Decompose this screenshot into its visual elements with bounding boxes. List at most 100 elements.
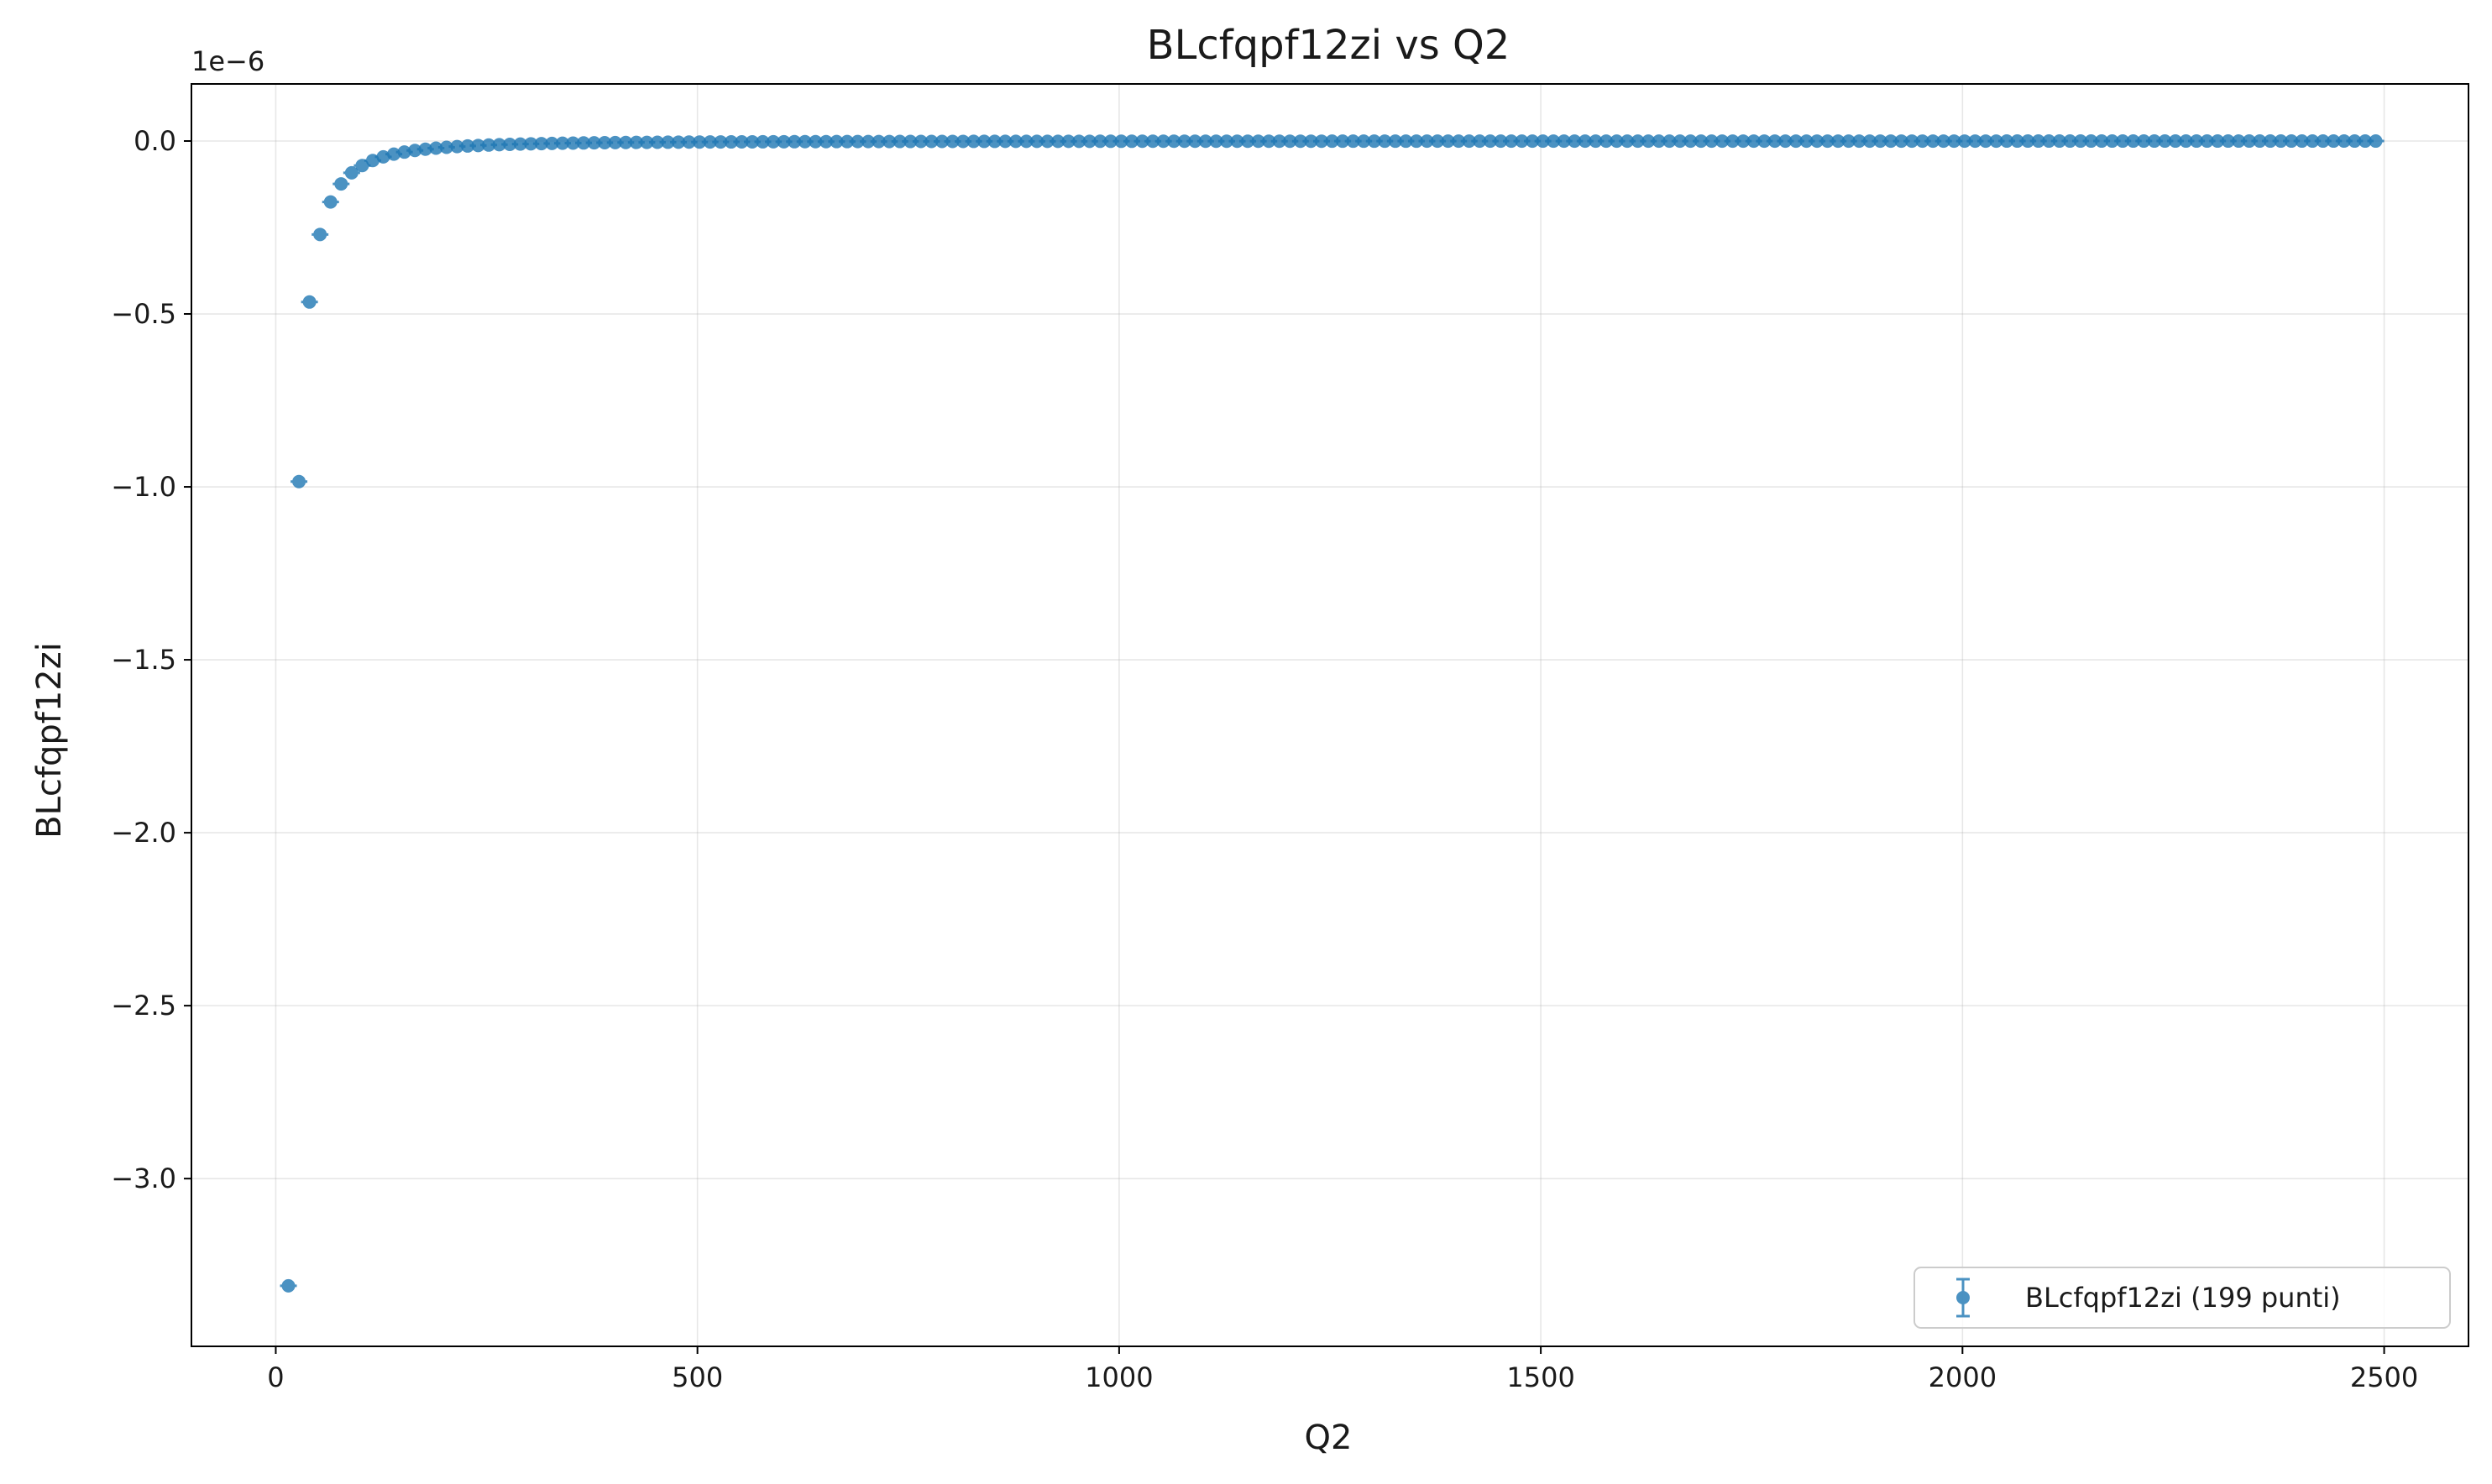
- point-marker: [1441, 134, 1455, 149]
- point-marker: [1873, 134, 1887, 149]
- point-marker: [2073, 134, 2087, 149]
- point-marker: [2327, 134, 2341, 149]
- point-marker: [1526, 134, 1540, 149]
- point-marker: [934, 134, 949, 149]
- point-marker: [397, 145, 411, 159]
- point-marker: [1462, 134, 1476, 149]
- point-marker: [1504, 134, 1518, 149]
- point-marker: [492, 138, 506, 152]
- point-marker: [1177, 134, 1191, 149]
- point-marker: [1894, 134, 1908, 149]
- point-marker: [1852, 134, 1866, 149]
- data-point: [301, 295, 318, 309]
- point-marker: [1725, 134, 1740, 149]
- point-marker: [1124, 134, 1139, 149]
- point-marker: [1589, 134, 1603, 149]
- point-marker: [1409, 134, 1423, 149]
- point-marker: [2211, 134, 2225, 149]
- point-marker: [2358, 134, 2372, 149]
- point-marker: [2295, 134, 2309, 149]
- grid: [191, 84, 2468, 1346]
- point-marker: [1704, 134, 1719, 149]
- point-marker: [1051, 134, 1065, 149]
- point-marker: [956, 134, 971, 149]
- data-point: [280, 1278, 297, 1293]
- y-tick-label: −3.0: [111, 1163, 176, 1194]
- y-axis-ticks: 0.0 −0.5 −1.0 −1.5 −2.0 −2.5 −3.0: [111, 125, 191, 1194]
- point-marker: [1810, 134, 1824, 149]
- point-marker: [777, 134, 791, 149]
- point-marker: [1767, 134, 1782, 149]
- point-marker: [2274, 134, 2288, 149]
- point-marker: [1746, 134, 1761, 149]
- point-marker: [1494, 134, 1508, 149]
- point-marker: [2242, 134, 2256, 149]
- x-tick-label: 1500: [1506, 1361, 1574, 1393]
- point-marker: [998, 134, 1013, 149]
- point-marker: [2285, 134, 2299, 149]
- point-marker: [503, 137, 517, 151]
- point-marker: [1978, 134, 1992, 149]
- point-marker: [429, 141, 443, 155]
- point-marker: [2316, 134, 2330, 149]
- point-marker: [1304, 134, 1318, 149]
- y-tick-label: 0.0: [134, 125, 176, 157]
- point-marker: [756, 134, 770, 149]
- point-marker: [1061, 134, 1076, 149]
- point-marker: [1135, 134, 1149, 149]
- point-marker: [1599, 134, 1613, 149]
- point-marker: [1019, 134, 1034, 149]
- point-marker: [745, 134, 759, 149]
- point-marker: [672, 135, 686, 149]
- point-marker: [1694, 134, 1708, 149]
- point-marker: [1673, 134, 1687, 149]
- data-point: [322, 195, 339, 209]
- point-marker: [945, 134, 960, 149]
- point-marker: [482, 138, 496, 152]
- data-point: [353, 159, 371, 173]
- point-marker: [1905, 134, 1919, 149]
- point-marker: [1082, 134, 1097, 149]
- point-marker: [1820, 134, 1835, 149]
- point-marker: [1683, 134, 1698, 149]
- point-marker: [2200, 134, 2214, 149]
- point-marker: [924, 134, 939, 149]
- y-tick-label: −2.5: [111, 990, 176, 1022]
- data-point: [332, 177, 350, 191]
- point-marker: [1641, 134, 1656, 149]
- point-marker: [661, 135, 675, 149]
- point-marker: [439, 140, 453, 154]
- point-marker: [2348, 134, 2362, 149]
- point-marker: [1209, 134, 1223, 149]
- x-axis-label: Q2: [1305, 1419, 1353, 1457]
- point-marker: [1251, 134, 1265, 149]
- point-marker: [1483, 134, 1497, 149]
- point-marker: [1473, 134, 1487, 149]
- point-marker: [1652, 134, 1666, 149]
- point-marker: [1378, 134, 1392, 149]
- y-axis-label: BLcfqpf12zi: [30, 642, 69, 839]
- data-point: [291, 474, 308, 489]
- point-marker: [650, 135, 664, 149]
- point-marker: [2190, 134, 2204, 149]
- point-marker: [2063, 134, 2077, 149]
- point-marker: [281, 1278, 296, 1293]
- y-tick-label: −1.0: [111, 471, 176, 503]
- point-marker: [450, 139, 464, 154]
- point-marker: [302, 295, 317, 309]
- point-marker: [735, 134, 749, 149]
- point-marker: [1346, 134, 1360, 149]
- point-marker: [2306, 134, 2320, 149]
- point-marker: [872, 134, 886, 149]
- data-point: [2367, 134, 2385, 149]
- point-marker: [577, 136, 591, 150]
- point-marker: [1947, 134, 1961, 149]
- point-marker: [1631, 134, 1645, 149]
- point-marker: [1778, 134, 1793, 149]
- point-marker: [1799, 134, 1814, 149]
- point-marker: [1188, 134, 1202, 149]
- point-marker: [1788, 134, 1803, 149]
- point-marker: [2031, 134, 2045, 149]
- point-marker: [313, 227, 327, 242]
